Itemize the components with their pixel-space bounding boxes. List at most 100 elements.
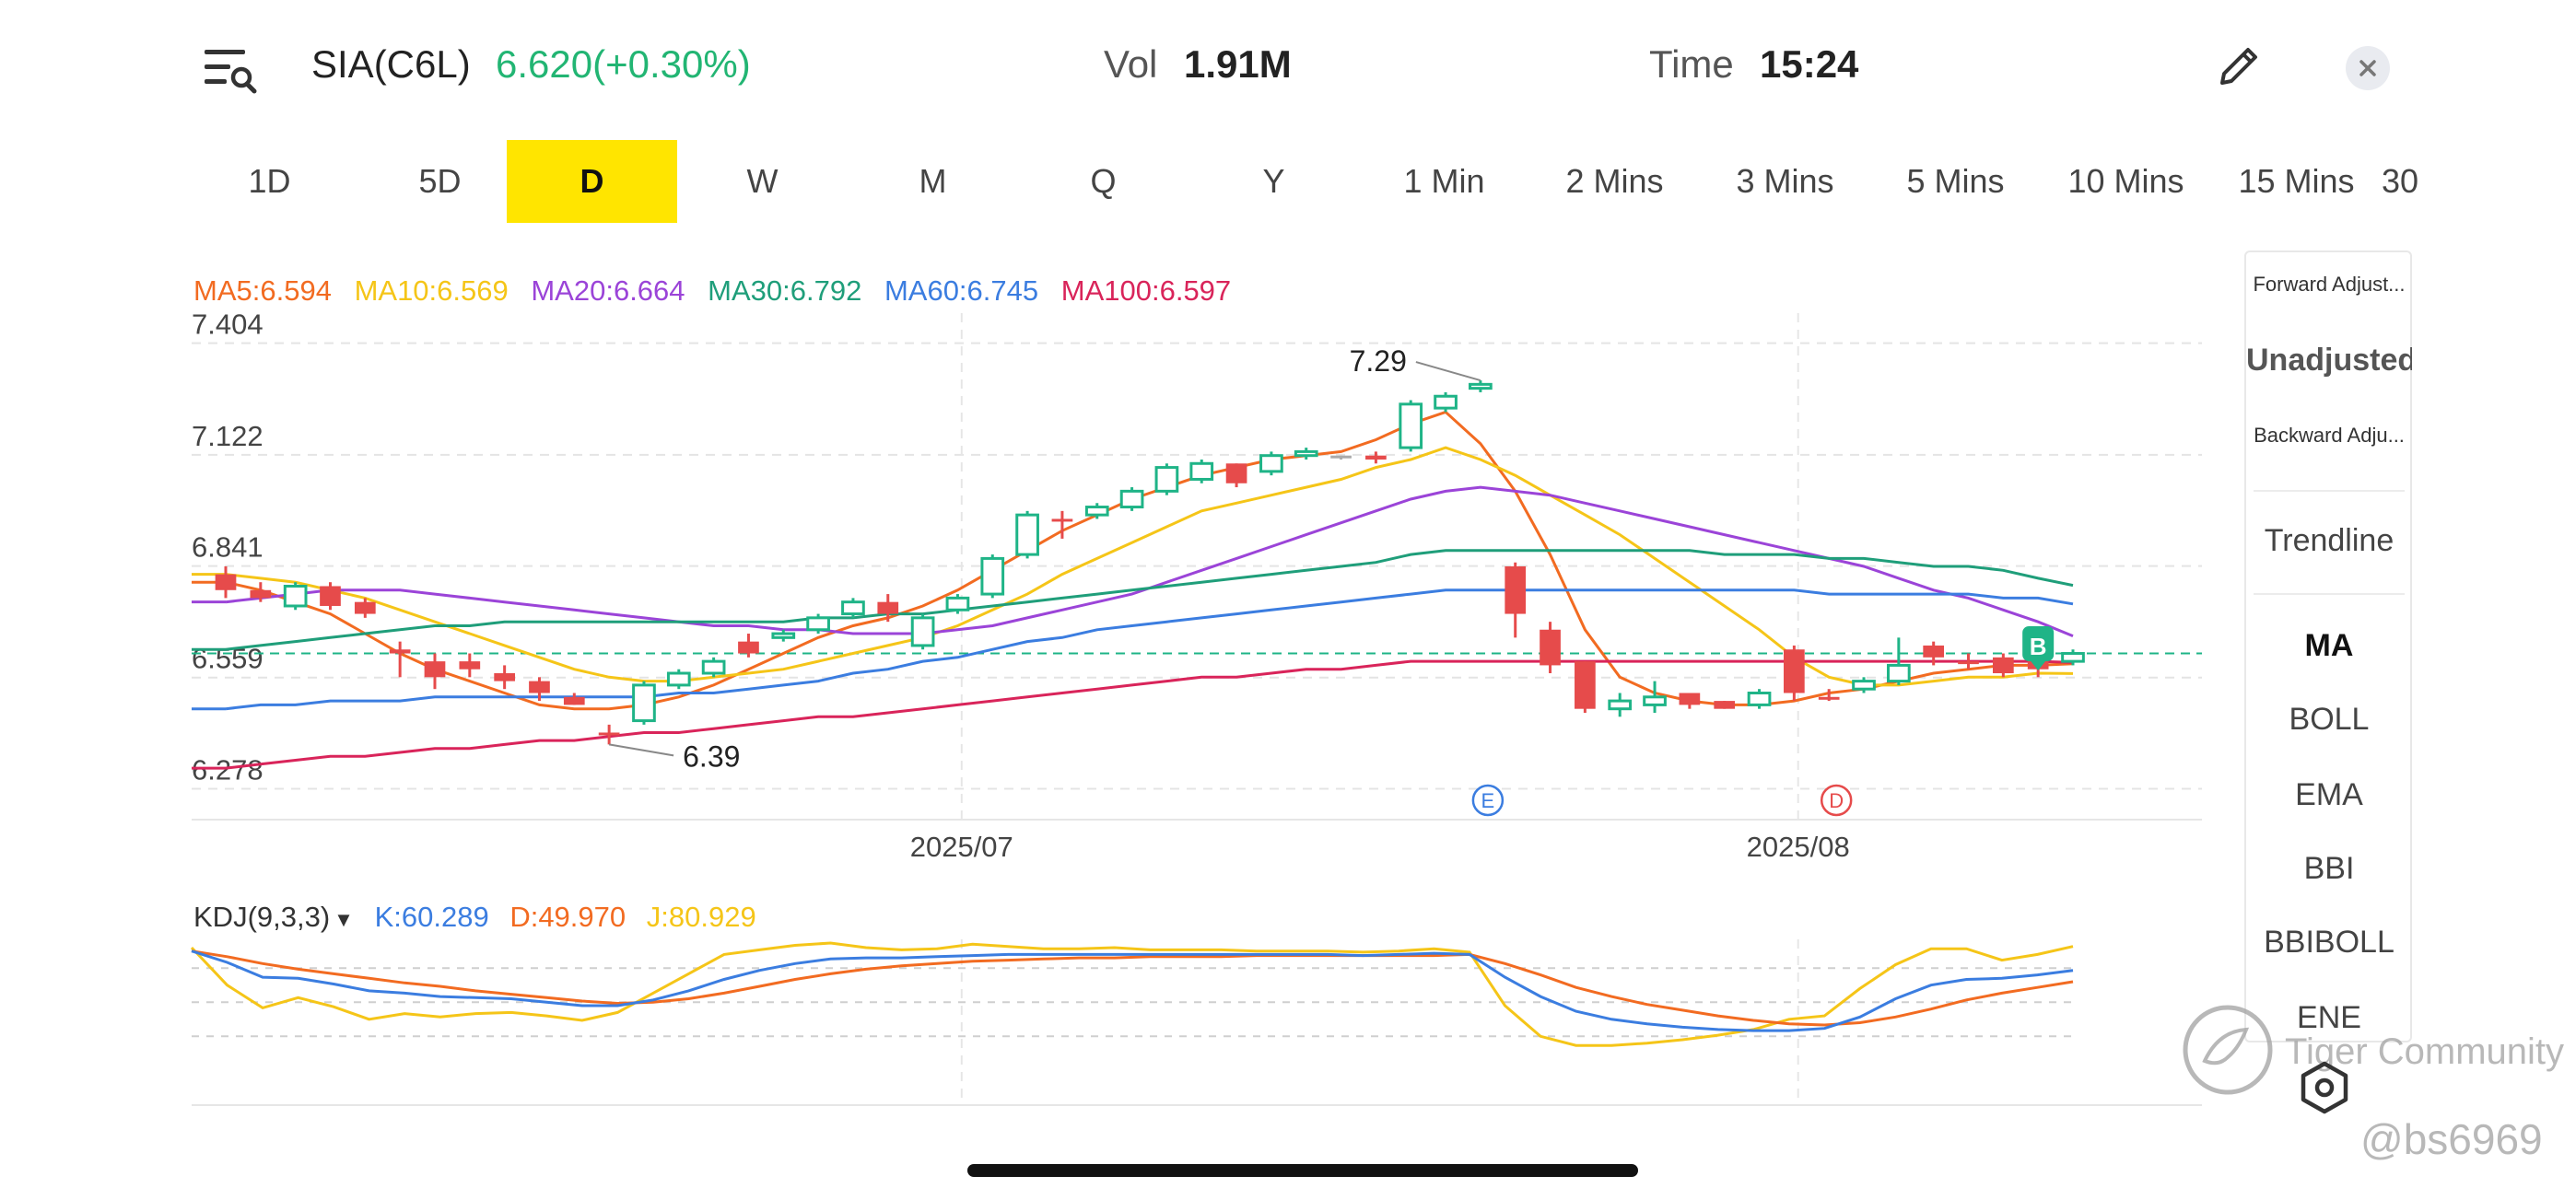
- indicator-boll[interactable]: BOLL: [2289, 702, 2370, 737]
- indicator-ma[interactable]: MA: [2304, 628, 2354, 663]
- settings-icon[interactable]: [2298, 1061, 2351, 1114]
- ma60-legend: MA60:6.745: [884, 274, 1039, 307]
- tab-2-mins[interactable]: 2 Mins: [1565, 162, 1664, 200]
- min-marker-line: [608, 743, 674, 757]
- kdj-k-value: K:60.289: [374, 901, 489, 933]
- y-tick-label: 7.122: [192, 420, 263, 452]
- volume-value: 1.91M: [1184, 42, 1292, 86]
- x-tick-label: 2025/07: [910, 831, 1013, 863]
- max-price-label: 7.29: [1350, 344, 1407, 378]
- kdj-line-k: [191, 949, 2074, 1032]
- tiger-logo-icon: [2183, 1005, 2273, 1095]
- candle-body-up: [1015, 513, 1039, 556]
- tab-5d[interactable]: 5D: [418, 162, 462, 200]
- candle-body-down: [1225, 463, 1247, 483]
- tab-q[interactable]: Q: [1090, 162, 1117, 200]
- y-tick-label: 6.278: [192, 753, 263, 786]
- ma-legend: MA5:6.594 MA10:6.569 MA20:6.664 MA30:6.7…: [193, 274, 1246, 308]
- indicator-side-panel: Forward Adjust... Unadjusted Backward Ad…: [2244, 250, 2412, 1042]
- tab-1-min[interactable]: 1 Min: [1403, 162, 1485, 200]
- forward-adjusted-option[interactable]: Forward Adjust...: [2253, 273, 2406, 296]
- indicator-ema[interactable]: EMA: [2295, 777, 2363, 812]
- pencil-icon[interactable]: [2215, 42, 2263, 90]
- candle-body-up: [1608, 699, 1633, 711]
- buy-marker-pointer: [2031, 661, 2046, 670]
- candle-body-down: [1992, 657, 2014, 674]
- kdj-legend: KDJ(9,3,3) ▼ K:60.289 D:49.970 J:80.929: [193, 901, 769, 934]
- ma-line-ma10: [225, 446, 2074, 687]
- candle-body-up: [1469, 382, 1493, 390]
- ma-line-ma60: [225, 588, 2074, 711]
- buy-marker-label: B: [2030, 633, 2047, 660]
- divider: [2254, 490, 2405, 492]
- x-tick-label: 2025/08: [1747, 831, 1850, 863]
- candle-body-down: [1679, 693, 1701, 705]
- candle-body-down: [354, 601, 376, 614]
- backward-adjusted-option[interactable]: Backward Adju...: [2254, 424, 2405, 447]
- candle-body-up: [1119, 489, 1144, 509]
- candle-body-up: [980, 556, 1005, 596]
- indicator-ene[interactable]: ENE: [2297, 1000, 2361, 1035]
- price-change: 6.620(+0.30%): [496, 42, 751, 86]
- event-marker-label: E: [1481, 789, 1495, 812]
- divider: [2254, 593, 2405, 595]
- y-tick-label: 7.404: [192, 309, 263, 341]
- trendline-button[interactable]: Trendline: [2264, 523, 2395, 558]
- tab-w[interactable]: W: [746, 162, 779, 200]
- indicator-bbiboll[interactable]: BBIBOLL: [2264, 925, 2395, 960]
- tab-d[interactable]: D: [507, 140, 677, 223]
- kdj-line-d: [191, 949, 2074, 1027]
- tab-15-mins[interactable]: 15 Mins: [2238, 162, 2355, 200]
- ticker-symbol[interactable]: SIA(C6L): [311, 42, 471, 86]
- candle-body-down: [1330, 455, 1352, 459]
- candle-body-up: [666, 671, 691, 687]
- volume-label: Vol: [1104, 42, 1158, 86]
- ma100-legend: MA100:6.597: [1060, 274, 1232, 307]
- candle-body-up: [945, 596, 970, 611]
- ma30-legend: MA30:6.792: [708, 274, 862, 307]
- candle-body-down: [1784, 649, 1805, 693]
- tab-3-mins[interactable]: 3 Mins: [1736, 162, 1834, 200]
- candle-body-down: [215, 574, 237, 590]
- indicator-bbi[interactable]: BBI: [2303, 851, 2355, 886]
- candle-body-up: [2061, 652, 2085, 663]
- candle-body-up: [1399, 402, 1423, 449]
- candle-body-down: [877, 601, 899, 614]
- dropdown-arrow-icon[interactable]: ▼: [334, 908, 354, 931]
- buy-marker: [2022, 626, 2055, 661]
- ma-line-ma30: [225, 549, 2074, 651]
- tab-m[interactable]: M: [919, 162, 947, 200]
- tab-30-mins[interactable]: 30: [2382, 162, 2419, 200]
- tab-10-mins[interactable]: 10 Mins: [2067, 162, 2184, 200]
- watermark-handle: @bs6969: [2360, 1115, 2543, 1163]
- kdj-line-j: [190, 941, 2074, 1047]
- y-tick-label: 6.841: [192, 531, 263, 564]
- ma10-legend: MA10:6.569: [354, 274, 509, 307]
- close-button[interactable]: [2346, 46, 2390, 90]
- candle-body-up: [1084, 506, 1109, 517]
- ma5-legend: MA5:6.594: [193, 274, 332, 307]
- candle-body-down: [1714, 701, 1736, 709]
- candle-body-down: [1958, 661, 1979, 665]
- ma-line-ma100: [225, 659, 2074, 770]
- kdj-indicator-name[interactable]: KDJ(9,3,3): [193, 901, 331, 933]
- tab-y[interactable]: Y: [1262, 162, 1285, 200]
- candle-body-up: [632, 683, 656, 723]
- candle-body-up: [1259, 454, 1283, 473]
- candle-body-down: [250, 589, 272, 599]
- tab-5-mins[interactable]: 5 Mins: [1906, 162, 2005, 200]
- candle-body-up: [701, 659, 726, 675]
- candle-body-up: [910, 616, 935, 647]
- candle-body-down: [1505, 566, 1527, 614]
- menu-search-icon[interactable]: [203, 46, 258, 94]
- event-marker-label: D: [1829, 789, 1844, 812]
- unadjusted-option[interactable]: Unadjusted: [2246, 343, 2412, 378]
- home-indicator[interactable]: [967, 1164, 1638, 1177]
- candle-body-up: [1747, 692, 1772, 706]
- tab-1d[interactable]: 1D: [248, 162, 291, 200]
- kdj-d-value: D:49.970: [509, 901, 626, 933]
- ma-line-ma20: [225, 485, 2074, 637]
- max-marker-line: [1415, 361, 1481, 382]
- min-price-label: 6.39: [683, 740, 740, 773]
